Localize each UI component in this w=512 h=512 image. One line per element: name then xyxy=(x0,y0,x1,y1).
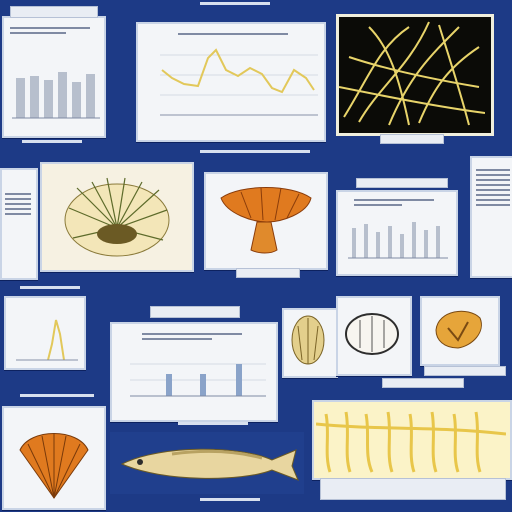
orange-scallop-panel xyxy=(420,296,500,366)
shell-panel xyxy=(282,308,338,378)
caption-strip xyxy=(424,366,506,376)
caption-strip xyxy=(356,178,448,188)
fish-illustration xyxy=(120,448,299,481)
bar-chart xyxy=(348,222,448,259)
yellow-filament-grid-image xyxy=(316,411,506,473)
text-lines xyxy=(5,190,31,218)
label-tick xyxy=(200,498,260,501)
scallop-panel-white xyxy=(336,296,412,376)
chart-title-lines xyxy=(142,330,242,343)
caption-strip xyxy=(236,268,300,278)
sea-urchin-panel xyxy=(40,162,194,272)
filament-network xyxy=(339,21,485,126)
chart-title-lines xyxy=(354,196,434,209)
shell-illustration xyxy=(291,315,325,365)
caption-strip xyxy=(380,134,444,144)
label-tick xyxy=(20,394,94,397)
caption-strip xyxy=(150,306,240,318)
line-chart xyxy=(16,319,78,361)
fish-panel xyxy=(110,432,304,494)
label-tick xyxy=(200,150,310,153)
gridlines xyxy=(160,54,318,116)
text-panel-right xyxy=(470,156,512,278)
small-line-chart-panel xyxy=(4,296,86,370)
chart-title-lines xyxy=(178,30,288,38)
label-tick xyxy=(200,2,270,5)
small-text-panel-left xyxy=(0,168,38,280)
orange-fan-panel xyxy=(2,406,106,510)
orange-scallop-illustration xyxy=(435,310,482,349)
yellow-filament-panel xyxy=(312,400,512,480)
label-tick xyxy=(22,140,82,143)
bar-group xyxy=(16,72,95,118)
bar-chart xyxy=(12,72,100,119)
label-tick xyxy=(20,286,80,289)
label-tick xyxy=(178,422,248,425)
panel-heading-lines xyxy=(10,24,90,37)
orange-mushroom-panel xyxy=(204,172,328,270)
bar-chart xyxy=(130,363,266,397)
caption-strip xyxy=(10,6,98,18)
orange-fan-illustration xyxy=(19,433,89,499)
line-chart-panel-top xyxy=(136,22,326,142)
orange-mushroom-illustration xyxy=(220,187,312,254)
bar-chart-panel-top-left xyxy=(2,16,106,138)
filament-network-image-top-right xyxy=(336,14,494,136)
caption-strip xyxy=(382,378,464,388)
bar-chart-panel-middle-right xyxy=(336,190,458,276)
sea-urchin-illustration xyxy=(64,177,170,257)
series-line xyxy=(161,48,315,94)
scallop-illustration xyxy=(345,313,399,355)
bar-chart-panel-center xyxy=(110,322,278,422)
line-chart xyxy=(160,48,318,116)
text-lines xyxy=(476,166,510,209)
caption-strip xyxy=(320,478,506,500)
